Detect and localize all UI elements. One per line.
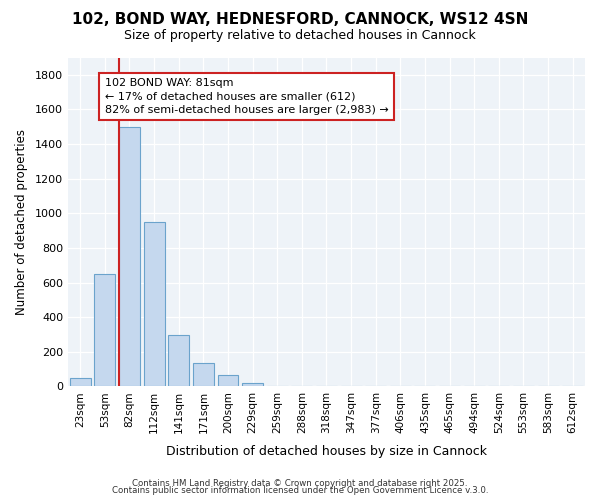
Text: 102, BOND WAY, HEDNESFORD, CANNOCK, WS12 4SN: 102, BOND WAY, HEDNESFORD, CANNOCK, WS12… — [72, 12, 528, 28]
Bar — [168, 336, 189, 386]
Text: 102 BOND WAY: 81sqm
← 17% of detached houses are smaller (612)
82% of semi-detac: 102 BOND WAY: 81sqm ← 17% of detached ho… — [105, 78, 389, 114]
Text: Size of property relative to detached houses in Cannock: Size of property relative to detached ho… — [124, 29, 476, 42]
Bar — [70, 378, 91, 386]
Bar — [119, 126, 140, 386]
Bar — [193, 363, 214, 386]
Text: Contains public sector information licensed under the Open Government Licence v.: Contains public sector information licen… — [112, 486, 488, 495]
Bar — [94, 274, 115, 386]
Bar — [218, 375, 238, 386]
Bar — [143, 222, 164, 386]
X-axis label: Distribution of detached houses by size in Cannock: Distribution of detached houses by size … — [166, 444, 487, 458]
Text: Contains HM Land Registry data © Crown copyright and database right 2025.: Contains HM Land Registry data © Crown c… — [132, 478, 468, 488]
Y-axis label: Number of detached properties: Number of detached properties — [15, 129, 28, 315]
Bar — [242, 383, 263, 386]
